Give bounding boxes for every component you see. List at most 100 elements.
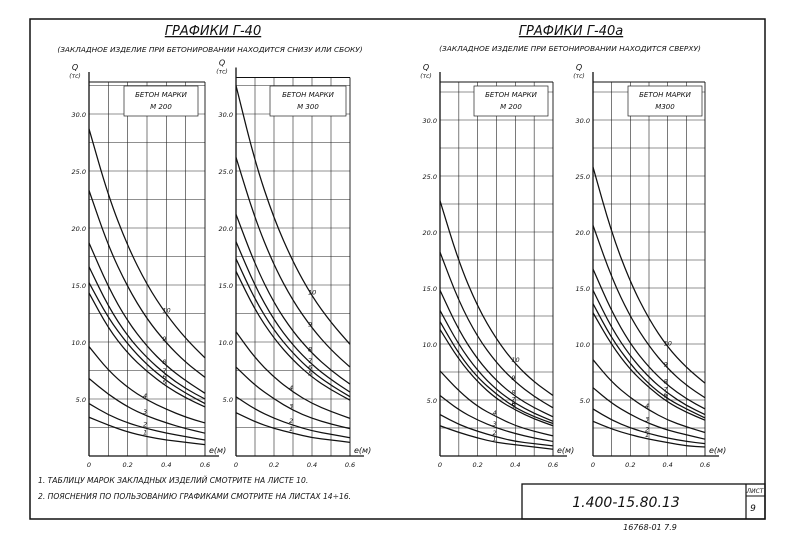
y-tick-label: 10.0 <box>219 339 233 347</box>
y-tick-label: 20.0 <box>576 229 590 237</box>
curve-7 <box>439 310 554 422</box>
curve-label-10: 10 <box>308 288 316 296</box>
curve-label-5: 5 <box>162 378 166 386</box>
y-tick-label: 20.0 <box>72 225 86 233</box>
curve-label-9: 9 <box>664 361 668 369</box>
x-tick-label: 0.2 <box>122 461 132 469</box>
note-1: 1. ТАБЛИЦУ МАРОК ЗАКЛАДНЫХ ИЗДЕЛИЙ СМОТР… <box>38 476 308 485</box>
grade-title: БЕТОН МАРКИ <box>485 91 538 99</box>
y-axis-unit: (тс) <box>573 73 584 80</box>
curve-6 <box>592 303 706 419</box>
curve-label-8: 8 <box>162 358 166 366</box>
curve-label-5: 5 <box>511 402 515 410</box>
x-tick-label: 0.4 <box>161 461 171 469</box>
y-tick-label: 10.0 <box>423 341 437 349</box>
curve-label-3: 3 <box>143 408 147 416</box>
x-tick-label: 0 <box>234 461 238 469</box>
y-tick-label: 10.0 <box>72 339 86 347</box>
curve-label-1: 1 <box>143 429 147 437</box>
x-tick-label: 0.4 <box>662 461 672 469</box>
curve-8 <box>235 214 351 385</box>
curve-7 <box>235 241 351 393</box>
x-tick-label: 0 <box>87 461 91 469</box>
title-block <box>521 483 766 520</box>
y-tick-label: 15.0 <box>72 282 86 290</box>
grade-box <box>473 85 549 117</box>
curve-label-1: 1 <box>289 425 293 433</box>
curve-6 <box>235 258 351 398</box>
grade-box <box>627 85 703 117</box>
curve-label-9: 9 <box>511 374 515 382</box>
curve-10 <box>439 200 554 397</box>
curve-5 <box>235 271 351 401</box>
curve-5 <box>592 312 706 421</box>
chart-g40a-m200: Q(тс) е(м) 5.0 10.0 15.0 20.0 25.0 30.0 0 0.2 0.4 0… <box>420 63 574 469</box>
y-tick-label: 5.0 <box>76 396 86 404</box>
curve-label-5: 5 <box>308 369 312 377</box>
y-tick-label: 25.0 <box>219 168 233 176</box>
curve-label-3: 3 <box>645 416 649 424</box>
y-tick-label: 5.0 <box>580 397 590 405</box>
y-tick-label: 20.0 <box>423 229 437 237</box>
curve-1 <box>439 425 554 450</box>
curve-label-7: 7 <box>664 385 669 393</box>
y-tick-label: 25.0 <box>72 168 86 176</box>
curve-3 <box>439 395 554 443</box>
grade-title: БЕТОН МАРКИ <box>135 91 188 99</box>
y-tick-label: 15.0 <box>423 285 437 293</box>
x-tick-label: 0 <box>438 461 442 469</box>
y-tick-label: 30.0 <box>72 111 86 119</box>
curve-label-1: 1 <box>493 435 497 443</box>
left-subtitle: (ЗАКЛАДНОЕ ИЗДЕЛИЕ ПРИ БЕТОНИРОВАНИИ НАХ… <box>57 45 362 54</box>
y-tick-label: 30.0 <box>219 111 233 119</box>
curve-9 <box>439 251 554 409</box>
x-tick-label: 0.6 <box>548 461 558 469</box>
sheet-label: ЛИСТ <box>746 488 765 495</box>
x-tick-label: 0.6 <box>700 461 710 469</box>
curve-label-2: 2 <box>289 417 293 425</box>
note-2: 2. ПОЯСНЕНИЯ ПО ПОЛЬЗОВАНИЮ ГРАФИКАМИ СМ… <box>38 492 351 501</box>
curve-7 <box>88 266 206 400</box>
curve-10 <box>592 166 706 384</box>
y-tick-label: 20.0 <box>219 225 233 233</box>
curve-label-7: 7 <box>162 367 167 375</box>
curve-2 <box>592 408 706 445</box>
curve-label-4: 4 <box>289 384 293 392</box>
sheet-number: 9 <box>750 504 756 514</box>
curve-label-8: 8 <box>308 345 312 353</box>
chart-g40-m200: Q(тс)е(м)5.010.015.020.025.030.00 0.2 0.4 0… <box>69 63 226 469</box>
sheet-frame <box>29 18 766 520</box>
y-tick-label: 15.0 <box>219 282 233 290</box>
curve-2 <box>235 396 351 439</box>
x-tick-label: 0.6 <box>200 461 210 469</box>
grade-title: БЕТОН МАРКИ <box>282 91 335 99</box>
y-axis-unit: (тс) <box>420 73 431 80</box>
grade-mark: М300 <box>655 103 675 111</box>
x-tick-label: 0 <box>591 461 595 469</box>
curve-label-5: 5 <box>664 394 668 402</box>
y-tick-label: 15.0 <box>576 285 590 293</box>
curve-label-6: 6 <box>511 400 515 408</box>
curve-4 <box>88 346 206 424</box>
curve-label-7: 7 <box>511 395 516 403</box>
curve-3 <box>88 377 206 434</box>
y-tick-label: 5.0 <box>223 396 233 404</box>
x-axis-label: е(м) <box>557 446 574 455</box>
curve-9 <box>88 190 206 378</box>
curve-5 <box>439 329 554 427</box>
curve-8 <box>88 242 206 394</box>
x-tick-label: 0.2 <box>472 461 482 469</box>
y-tick-label: 30.0 <box>576 117 590 125</box>
curve-6 <box>439 321 554 425</box>
curve-1 <box>592 420 706 448</box>
x-tick-label: 0.2 <box>625 461 635 469</box>
curve-9 <box>592 225 706 399</box>
curve-label-10: 10 <box>664 339 672 347</box>
x-tick-label: 0.4 <box>307 461 317 469</box>
y-axis-label: Q <box>423 63 429 72</box>
right-subtitle: (ЗАКЛАДНОЕ ИЗДЕЛИЕ ПРИ БЕТОНИРОВАНИИ НАХ… <box>439 44 701 53</box>
curve-8 <box>439 289 554 418</box>
y-tick-label: 25.0 <box>423 173 437 181</box>
curve-10 <box>235 85 351 345</box>
